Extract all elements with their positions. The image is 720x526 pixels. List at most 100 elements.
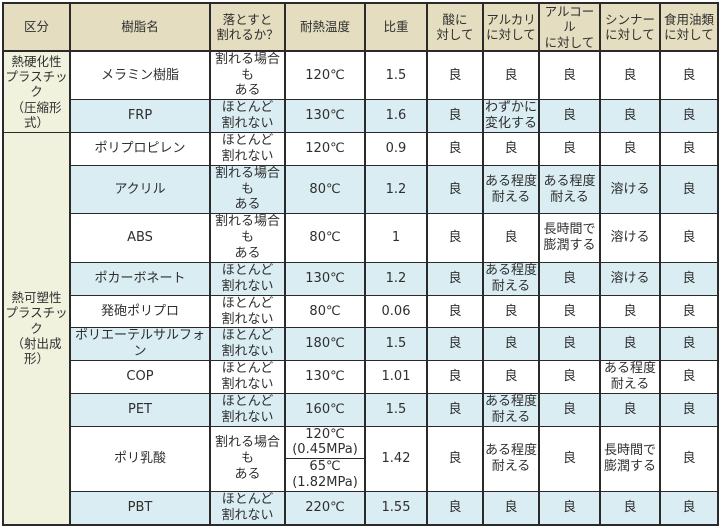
- cell-acid: 良: [426, 213, 484, 263]
- cell-thinner: 良: [599, 50, 661, 101]
- cell-alcohol: 良: [538, 490, 601, 526]
- cell-alkali: ある程度 耐える: [482, 164, 540, 215]
- table-row: FRP ほとんど 割れない 130℃ 1.6 良わずかに 変化する良良良: [3, 99, 719, 134]
- cell-acid: 良: [426, 425, 484, 492]
- header-row: 区分 樹脂名 落とすと 割れるか？ 耐熱温度 比重 酸に 対して アルカリ に対して アルコー…: [2, 2, 719, 52]
- cell-cooking-oil: 良: [659, 360, 719, 394]
- cell-resin-name: ポリプロピレン: [69, 132, 211, 166]
- cell-thinner: 良: [599, 490, 661, 526]
- cell-cooking-oil: 良: [659, 490, 719, 526]
- cell-cooking-oil: 良: [659, 392, 719, 427]
- cell-acid: 良: [426, 164, 484, 215]
- cell-resin-name: PBT: [69, 490, 211, 526]
- cell-alkali: ある程度 耐える: [482, 392, 540, 427]
- cell-thinner: 良: [599, 294, 661, 329]
- cell-alkali: 良: [482, 490, 540, 526]
- cell-alcohol: 良: [538, 392, 601, 427]
- cell-alcohol: 良: [538, 360, 601, 394]
- column-header-resin-name: 樹脂名: [69, 2, 211, 52]
- cell-breaks-when-dropped: ほとんど 割れない: [209, 327, 286, 362]
- cell-specific-gravity: 1.5: [364, 50, 428, 101]
- cell-cooking-oil: 良: [659, 132, 719, 166]
- cell-alkali: ある程度 耐える: [482, 425, 540, 492]
- cell-acid: 良: [426, 490, 484, 526]
- cell-alkali: 良: [482, 132, 540, 166]
- cell-resin-name: 発砲ポリプロ: [69, 294, 211, 329]
- cell-specific-gravity: 0.9: [364, 132, 428, 166]
- table-row: ポリ乳酸 割れる場合も ある 120℃ (0.45MPa) 1.42 良ある程度 耐える…: [3, 425, 719, 492]
- cell-thinner: 良: [599, 392, 661, 427]
- cell-heat-temp: 130℃: [284, 261, 366, 296]
- cell-cooking-oil: 良: [659, 213, 719, 263]
- cell-alcohol: 長時間で 膨潤する: [538, 213, 601, 263]
- cell-breaks-when-dropped: 割れる場合も ある: [209, 213, 286, 263]
- cell-resin-name: ポリ乳酸: [69, 425, 211, 492]
- cell-heat-temp: 220℃: [284, 490, 366, 526]
- cell-resin-name: COP: [69, 360, 211, 394]
- cell-alkali: 良: [482, 327, 540, 362]
- table-row: 熱硬化性 プラスチック （圧縮形式） メラミン樹脂 割れる場合も ある 120℃ 1.5…: [2, 50, 719, 134]
- cell-resin-name: FRP: [69, 99, 211, 134]
- cell-heat-temp: 80℃: [284, 164, 366, 215]
- column-header-category: 区分: [2, 2, 71, 52]
- cell-specific-gravity: 0.06: [364, 294, 428, 329]
- cell-breaks-when-dropped: ほとんど 割れない: [209, 99, 286, 134]
- cell-alcohol: 良: [538, 132, 601, 166]
- cell-thinner: 溶ける: [599, 213, 661, 263]
- cell-alcohol: 良: [538, 294, 601, 329]
- cell-alcohol: 良: [538, 261, 601, 296]
- cell-cooking-oil: 良: [659, 50, 719, 101]
- cell-cooking-oil: 良: [659, 294, 719, 329]
- cell-specific-gravity: 1.2: [364, 164, 428, 215]
- cell-breaks-when-dropped: 割れる場合も ある: [209, 164, 286, 215]
- column-header-cooking-oil-resistance: 食用油類 に対して: [659, 2, 719, 52]
- cell-thinner: 溶ける: [599, 164, 661, 215]
- cell-thinner: 溶ける: [599, 261, 661, 296]
- cell-acid: 良: [426, 327, 484, 362]
- cell-acid: 良: [426, 360, 484, 394]
- cell-acid: 良: [426, 261, 484, 296]
- cell-breaks-when-dropped: 割れる場合も ある: [209, 425, 286, 492]
- cell-heat-temp: 80℃: [284, 213, 366, 263]
- cell-heat-temp: 80℃: [284, 294, 366, 329]
- cell-cooking-oil: 良: [659, 164, 719, 215]
- column-header-heat-temp: 耐熱温度: [284, 2, 366, 52]
- cell-category-group: 熱可塑性 プラスチック （射出成形）: [2, 132, 71, 526]
- cell-acid: 良: [426, 50, 484, 101]
- cell-heat-temp: 130℃: [284, 99, 366, 134]
- cell-heat-temp: 160℃: [284, 392, 366, 427]
- cell-resin-name: メラミン樹脂: [69, 50, 211, 101]
- cell-acid: 良: [426, 99, 484, 134]
- cell-thinner: 良: [599, 99, 661, 134]
- column-header-breaks-when-dropped: 落とすと 割れるか？: [209, 2, 286, 52]
- cell-specific-gravity: 1.55: [364, 490, 428, 526]
- table-row: ABS 割れる場合も ある 80℃ 1 良良長時間で 膨潤する 溶ける良: [3, 213, 719, 263]
- cell-specific-gravity: 1.42: [364, 425, 428, 492]
- cell-specific-gravity: 1.5: [364, 327, 428, 362]
- cell-resin-name: ポカーボネート: [69, 261, 211, 296]
- cell-alcohol: ある程度 耐える: [538, 164, 601, 215]
- table-row: PET ほとんど 割れない 160℃ 1.5 良ある程度 耐える良良良: [3, 392, 719, 427]
- cell-cooking-oil: 良: [659, 261, 719, 296]
- table-row: 熱可塑性 プラスチック （射出成形） ポリプロピレン ほとんど 割れない 120℃ 0.…: [2, 132, 719, 526]
- cell-resin-name: PET: [69, 392, 211, 427]
- column-header-acid-resistance: 酸に 対して: [426, 2, 484, 52]
- cell-heat-temp: 120℃ (0.45MPa): [284, 425, 366, 460]
- cell-thinner: ある程度 耐える: [599, 360, 661, 394]
- cell-thinner: 長時間で 膨潤する: [599, 425, 661, 492]
- cell-heat-temp: 130℃: [284, 360, 366, 394]
- cell-breaks-when-dropped: ほとんど 割れない: [209, 261, 286, 296]
- cell-alcohol: 良: [538, 50, 601, 101]
- cell-thinner: 良: [599, 132, 661, 166]
- cell-alkali: わずかに 変化する: [482, 99, 540, 134]
- cell-resin-name: ABS: [69, 213, 211, 263]
- cell-heat-temp: 120℃: [284, 50, 366, 101]
- cell-heat-temp: 120℃: [284, 132, 366, 166]
- table-row: アクリル 割れる場合も ある 80℃ 1.2 良ある程度 耐える ある程度 耐える 溶ける良: [3, 164, 719, 215]
- cell-acid: 良: [426, 294, 484, 329]
- cell-alkali: 良: [482, 50, 540, 101]
- table-header: 区分 樹脂名 落とすと 割れるか？ 耐熱温度 比重 酸に 対して アルカリ に対して アルコー…: [2, 2, 719, 52]
- table-row: PBT ほとんど 割れない 220℃ 1.55 良良良良良: [3, 490, 719, 526]
- cell-alkali: 良: [482, 294, 540, 329]
